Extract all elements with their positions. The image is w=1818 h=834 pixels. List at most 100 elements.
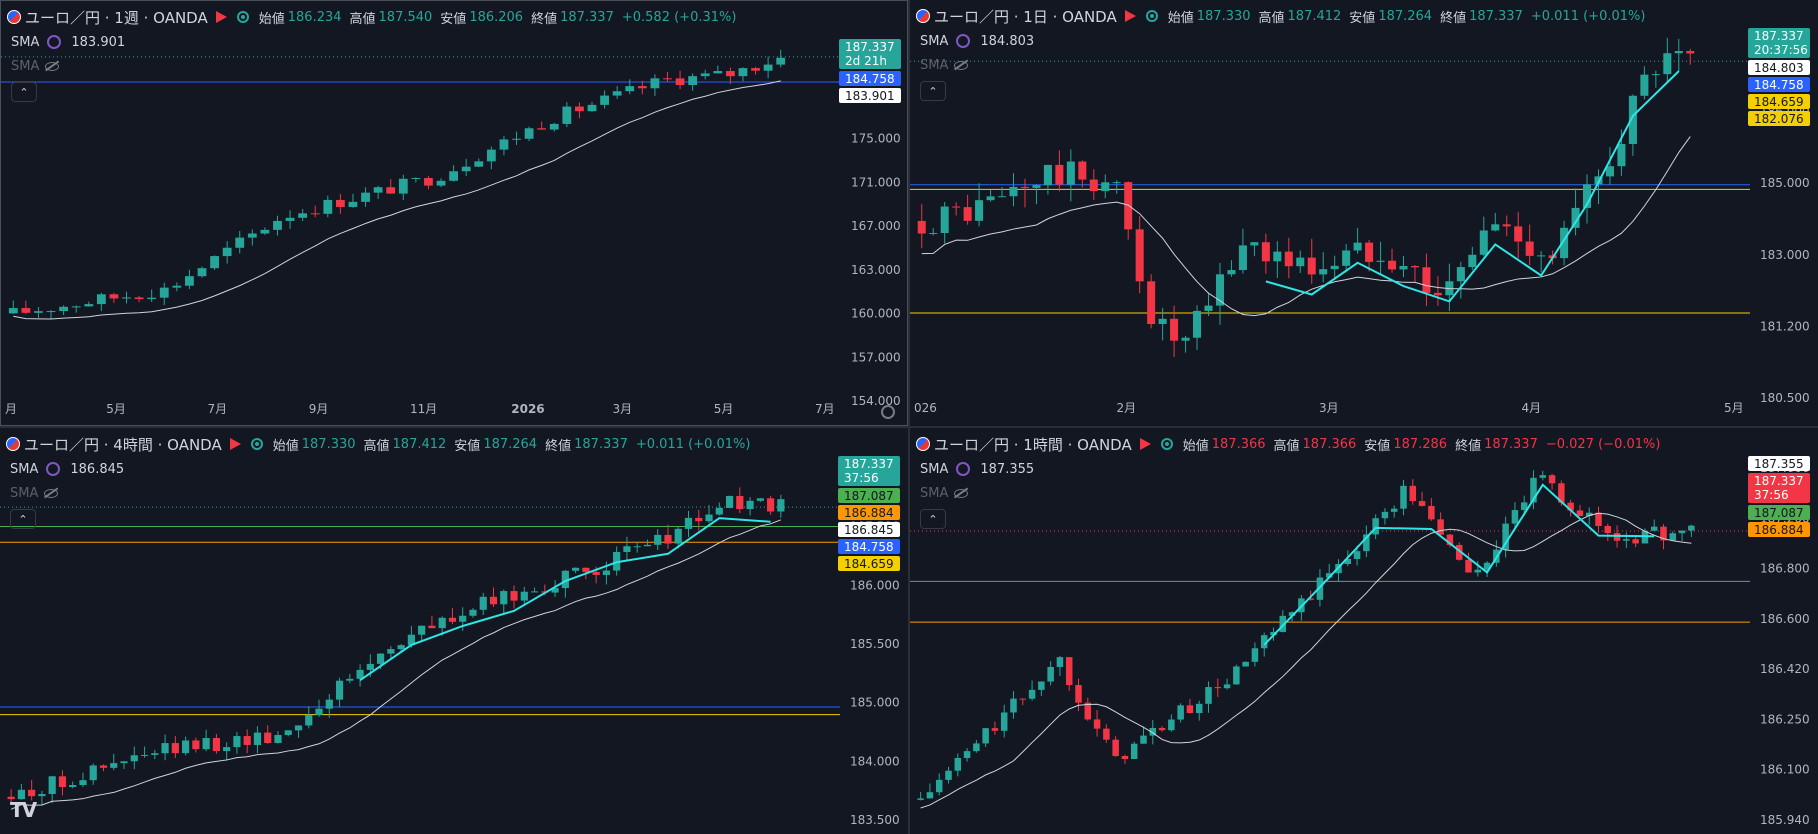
axis-price-label-text: 187.337 <box>845 40 895 54</box>
red-flag-icon[interactable] <box>229 438 241 450</box>
close-label: 終値 <box>545 438 572 454</box>
sma-hidden-row[interactable]: SMA <box>920 484 969 502</box>
candle-body <box>637 86 647 89</box>
candle-body <box>756 498 764 501</box>
candle-body <box>512 138 521 140</box>
candle-body <box>1400 485 1407 509</box>
chart-plot-area[interactable]: 183.000179.000175.000171.000167.000163.0… <box>1 1 908 426</box>
candle-body <box>1353 551 1361 559</box>
candle-body <box>459 615 467 622</box>
candle-body <box>1514 226 1523 242</box>
candle-body <box>945 770 952 780</box>
red-flag-icon[interactable] <box>1139 438 1151 450</box>
candle-body <box>223 747 231 752</box>
eye-hidden-icon[interactable] <box>954 60 969 70</box>
collapse-legend-button[interactable]: ⌃ <box>920 81 946 101</box>
candle-body <box>1065 657 1073 686</box>
candle-body <box>210 256 219 269</box>
candle-body <box>130 755 138 762</box>
collapse-legend-button[interactable]: ⌃ <box>920 509 946 529</box>
eye-hidden-icon[interactable] <box>954 488 969 498</box>
chart-plot-area[interactable]: 188.000187.500186.000185.500185.000184.0… <box>0 428 908 834</box>
low-label: 安値 <box>1364 438 1391 454</box>
sma-indicator-row[interactable]: SMA 183.901 <box>11 33 125 51</box>
sma-source-icon[interactable] <box>46 462 61 476</box>
candle-body <box>1112 182 1121 184</box>
collapse-legend-button[interactable]: ⌃ <box>10 509 36 529</box>
candle-body <box>1632 539 1639 544</box>
axis-price-label: 184.659 <box>838 556 900 571</box>
candle-body <box>1238 245 1247 271</box>
sma-source-icon[interactable] <box>956 462 971 476</box>
time-axis-tick: 7月 <box>815 402 835 416</box>
axis-price-label-bg <box>1748 94 1810 109</box>
chart-pane-4hour[interactable]: 188.000187.500186.000185.500185.000184.0… <box>0 428 908 834</box>
axis-price-label-bg <box>1748 456 1810 471</box>
sma-indicator-row[interactable]: SMA 187.355 <box>920 460 1034 478</box>
chart-pane-1hour[interactable]: 187.600187.200186.800186.600186.420186.2… <box>910 428 1818 834</box>
sma-indicator-row[interactable]: SMA 184.803 <box>920 32 1034 50</box>
tradingview-logo[interactable]: TV <box>10 798 37 822</box>
eye-hidden-icon[interactable] <box>45 61 60 71</box>
price-axis-tick: 163.000 <box>851 263 901 277</box>
eye-hidden-icon[interactable] <box>44 488 59 498</box>
candle-body <box>1353 242 1362 251</box>
axis-price-label-bg <box>838 522 900 537</box>
sma-source-icon[interactable] <box>956 34 971 48</box>
candle-body <box>537 128 547 130</box>
chart-plot-area[interactable]: 188.000186.000185.000183.000181.200180.5… <box>910 0 1818 426</box>
pane-divider-vertical[interactable] <box>908 0 910 834</box>
candle-body <box>551 588 559 593</box>
symbol-title[interactable]: ユーロ／円 · 1時間 · OANDA <box>934 435 1132 454</box>
candle-body <box>1307 257 1316 275</box>
red-flag-icon[interactable] <box>1124 10 1136 22</box>
chart-pane-daily[interactable]: 188.000186.000185.000183.000181.200180.5… <box>910 0 1818 426</box>
candle-body <box>1605 166 1614 177</box>
candle-body <box>725 495 734 508</box>
sma-hidden-row[interactable]: SMA <box>10 484 59 502</box>
axis-price-label-bg <box>839 88 901 103</box>
candle-body <box>1121 756 1129 759</box>
sma-hidden-row[interactable]: SMA <box>11 57 60 75</box>
candle-body <box>1502 224 1511 227</box>
pane-divider-horizontal[interactable] <box>0 426 1818 428</box>
price-axis-tick: 185.500 <box>850 637 900 651</box>
high-value: 187.540 <box>378 9 433 25</box>
sma-indicator-row[interactable]: SMA 186.845 <box>10 460 124 478</box>
collapse-legend-button[interactable]: ⌃ <box>11 82 37 102</box>
candle-body <box>294 725 303 731</box>
candle-body <box>1112 739 1119 757</box>
close-value: 187.337 <box>574 436 628 452</box>
price-axis-tick: 185.000 <box>1760 176 1810 190</box>
legend-header: ユーロ／円 · 1週 · OANDA 始値 186.234 高値 187.540 安… <box>7 7 744 27</box>
candle-body <box>1410 265 1419 268</box>
sma-hidden-row[interactable]: SMA <box>920 56 969 74</box>
candle-body <box>1158 318 1167 325</box>
time-axis-tick: 7月 <box>208 402 228 416</box>
settings-gear-icon[interactable] <box>881 405 895 419</box>
time-axis-tick: 月 <box>5 402 17 416</box>
time-axis-tick: 3月 <box>613 402 633 416</box>
candle-body <box>264 732 272 744</box>
chart-pane-weekly[interactable]: 183.000179.000175.000171.000167.000163.0… <box>0 0 908 426</box>
candle-body <box>917 220 926 234</box>
candle-body <box>147 297 157 300</box>
candle-body <box>1135 229 1144 282</box>
candle-body <box>1204 305 1213 311</box>
symbol-title[interactable]: ユーロ／円 · 1週 · OANDA <box>25 8 208 27</box>
axis-price-label-countdown: 2d 21h <box>845 54 887 68</box>
symbol-title[interactable]: ユーロ／円 · 4時間 · OANDA <box>24 435 222 454</box>
candle-body <box>1325 573 1333 578</box>
candle-body <box>1177 705 1184 720</box>
candle-body <box>1409 485 1417 502</box>
sma-hidden-label: SMA <box>10 485 39 501</box>
red-flag-icon[interactable] <box>215 11 227 23</box>
sma-source-icon[interactable] <box>47 35 62 49</box>
candle-body <box>284 730 292 735</box>
candle-body <box>7 796 15 800</box>
chart-plot-area[interactable]: 187.600187.200186.800186.600186.420186.2… <box>910 428 1818 834</box>
candle-body <box>1623 539 1630 541</box>
symbol-title[interactable]: ユーロ／円 · 1日 · OANDA <box>934 7 1117 26</box>
candle-body <box>46 311 56 313</box>
